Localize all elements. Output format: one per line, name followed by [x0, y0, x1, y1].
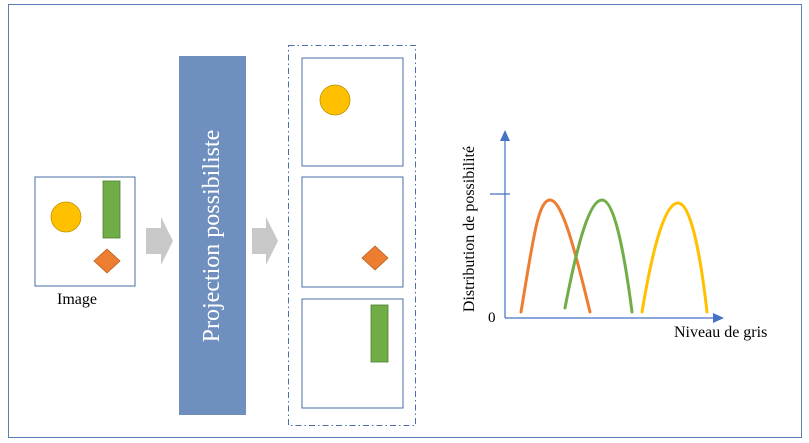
circle-shape-icon [319, 84, 351, 116]
curve-green [563, 198, 634, 314]
x-axis-arrowhead-icon [713, 313, 724, 323]
component-panel-circle [301, 57, 404, 167]
component-panel-frame [301, 57, 404, 167]
component-panel-frame [301, 176, 404, 288]
circle-shape-icon [50, 201, 82, 233]
curve-yellow [640, 201, 709, 314]
rectangle-shape-icon [370, 304, 389, 363]
x-axis-label: Niveau de gris [674, 324, 767, 341]
origin-label: 0 [488, 310, 496, 326]
diamond-shape-icon [361, 245, 389, 271]
arrow-right-icon [146, 217, 173, 265]
arrow-right-icon [252, 217, 278, 265]
component-panel-diamond [301, 176, 404, 288]
rectangle-shape-icon [102, 180, 121, 239]
possibility-chart: 0 Niveau de gris Distribution de possibi… [461, 130, 767, 341]
y-axis-label: Distribution de possibilité [461, 146, 478, 312]
components-group-outline [288, 45, 416, 426]
projection-label: Projection possibiliste [199, 130, 225, 343]
outer-frame [8, 4, 802, 438]
projection-block [179, 56, 246, 415]
diamond-shape-icon [93, 248, 121, 274]
image-label: Image [57, 291, 97, 308]
component-panel-rectangle [301, 298, 404, 409]
y-axis-arrowhead-icon [500, 130, 510, 141]
source-image: Image [34, 176, 136, 308]
